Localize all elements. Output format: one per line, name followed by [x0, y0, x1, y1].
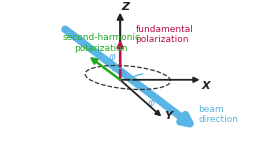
- Text: beam
direction: beam direction: [198, 105, 238, 124]
- Text: second-harmonic
polarization: second-harmonic polarization: [62, 33, 140, 53]
- Text: φ: φ: [147, 98, 154, 108]
- Text: Z: Z: [122, 2, 130, 12]
- Text: fundamental
polarization: fundamental polarization: [135, 25, 193, 44]
- Text: φ: φ: [108, 52, 115, 62]
- Text: X: X: [201, 81, 210, 91]
- Text: Y: Y: [165, 112, 173, 121]
